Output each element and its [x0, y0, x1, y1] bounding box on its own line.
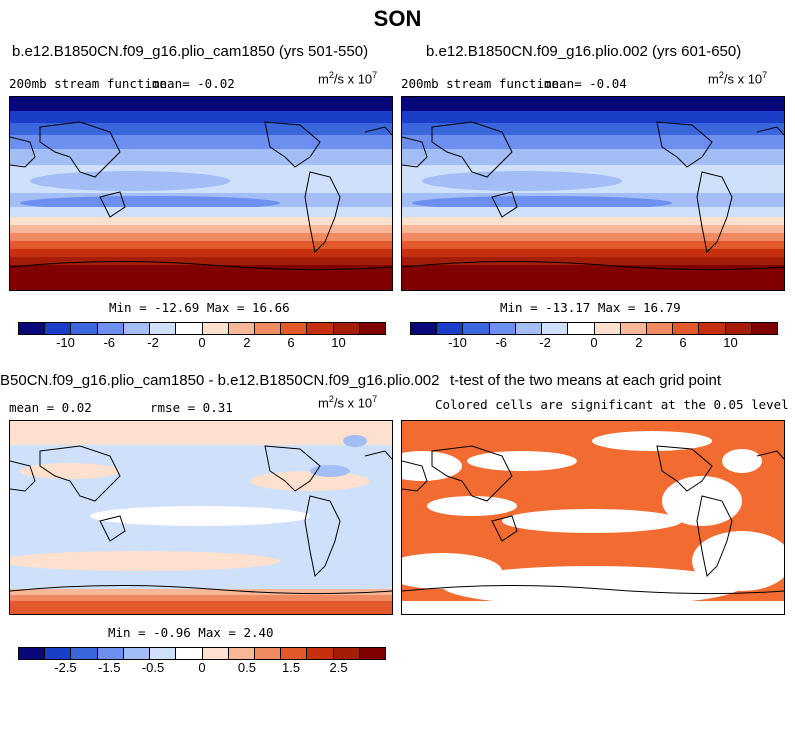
panel1-tick: -6 — [103, 335, 116, 350]
panel1-tick: 6 — [287, 335, 295, 350]
panel1-units: m2/s x 107 — [318, 70, 378, 87]
panel2-colorbar-ticks: -10 -6 -2 0 2 6 10 — [410, 335, 778, 351]
panel3-rmse-label: rmse = 0.31 — [150, 400, 233, 415]
panel2-tick: 6 — [679, 335, 687, 350]
colorbar-swatch — [673, 323, 700, 334]
panel1-colorbar-ticks: -10 -6 -2 0 2 6 10 — [18, 335, 386, 351]
colorbar-swatch — [202, 323, 229, 334]
colorbar-swatch — [437, 323, 464, 334]
panel2-tick: -2 — [539, 335, 551, 350]
panel1-min-max: Min = -12.69 Max = 16.66 — [109, 300, 290, 315]
panel4-map-canvas — [402, 421, 784, 614]
panel1-mean-label: mean= -0.02 — [152, 76, 235, 91]
colorbar-swatch — [202, 648, 229, 659]
colorbar-swatch — [359, 648, 386, 659]
panel2-tick: 2 — [635, 335, 643, 350]
panel2-mean-label: mean= -0.04 — [544, 76, 627, 91]
panel3-map-canvas — [10, 421, 392, 614]
colorbar-swatch — [228, 648, 255, 659]
panel3-tick: 2.5 — [329, 660, 348, 675]
panel1-tick: 10 — [331, 335, 346, 350]
main-title: SON — [373, 6, 422, 31]
colorbar-swatch — [359, 323, 386, 334]
panel2-tick: 0 — [590, 335, 598, 350]
colorbar-swatch — [411, 323, 438, 334]
panel3-tick: 1.5 — [282, 660, 301, 675]
colorbar-swatch — [333, 323, 360, 334]
panel2-map-canvas — [402, 97, 784, 290]
colorbar-swatch — [123, 648, 151, 659]
colorbar-swatch — [176, 648, 203, 659]
colorbar-swatch — [97, 648, 124, 659]
panel3-map — [9, 420, 393, 615]
panel1-title: b.e12.B1850CN.f09_g16.plio_cam1850 (yrs … — [12, 43, 369, 60]
panel1-tick: 2 — [243, 335, 251, 350]
colorbar-swatch — [568, 323, 595, 334]
colorbar-swatch — [542, 323, 569, 334]
panel1-tick: -2 — [147, 335, 159, 350]
colorbar-swatch — [620, 323, 647, 334]
panel3-title: B50CN.f09_g16.plio_cam1850 - b.e12.B1850… — [0, 372, 440, 389]
panel4-map — [401, 420, 785, 615]
colorbar-swatch — [281, 648, 308, 659]
panel2-field-label: 200mb stream function — [401, 76, 560, 91]
panel3-min-max: Min = -0.96 Max = 2.40 — [108, 625, 274, 640]
panel1-map — [9, 96, 393, 291]
colorbar-swatch — [307, 323, 334, 334]
colorbar-swatch — [489, 323, 516, 334]
panel3-tick: -2.5 — [54, 660, 77, 675]
colorbar-swatch — [19, 323, 46, 334]
panel2-colorbar — [410, 322, 778, 335]
colorbar-swatch — [646, 323, 674, 334]
colorbar-swatch — [176, 323, 203, 334]
panel2-map — [401, 96, 785, 291]
panel2-units: m2/s x 107 — [708, 70, 768, 87]
panel2-tick: 10 — [723, 335, 738, 350]
panel3-tick: 0.5 — [237, 660, 256, 675]
colorbar-swatch — [333, 648, 360, 659]
panel2-tick: -6 — [495, 335, 508, 350]
panel3-colorbar-ticks: -2.5 -1.5 -0.5 0 0.5 1.5 2.5 — [18, 660, 386, 676]
colorbar-swatch — [463, 323, 490, 334]
panel3-mean-label: mean = 0.02 — [9, 400, 92, 415]
colorbar-swatch — [19, 648, 46, 659]
colorbar-swatch — [254, 648, 282, 659]
panel3-tick: 0 — [198, 660, 206, 675]
panel2-min-max: Min = -13.17 Max = 16.79 — [500, 300, 681, 315]
panel1-tick: -10 — [56, 335, 75, 350]
colorbar-swatch — [97, 323, 124, 334]
colorbar-swatch — [699, 323, 726, 334]
colorbar-swatch — [307, 648, 334, 659]
colorbar-swatch — [515, 323, 543, 334]
colorbar-swatch — [71, 648, 98, 659]
colorbar-swatch — [150, 323, 177, 334]
panel3-tick: -1.5 — [98, 660, 121, 675]
colorbar-swatch — [228, 323, 255, 334]
panel3-colorbar — [18, 647, 386, 660]
colorbar-swatch — [150, 648, 177, 659]
panel1-colorbar — [18, 322, 386, 335]
colorbar-swatch — [725, 323, 752, 334]
colorbar-swatch — [254, 323, 282, 334]
panel2-title: b.e12.B1850CN.f09_g16.plio.002 (yrs 601-… — [426, 43, 742, 60]
panel1-map-canvas — [10, 97, 392, 290]
panel3-tick: -0.5 — [141, 660, 165, 675]
colorbar-swatch — [45, 648, 72, 659]
panel4-subtitle: Colored cells are significant at the 0.0… — [435, 397, 789, 412]
colorbar-swatch — [123, 323, 151, 334]
colorbar-swatch — [45, 323, 72, 334]
panel2-tick: -10 — [448, 335, 467, 350]
panel4-title: t-test of the two means at each grid poi… — [450, 372, 721, 389]
panel1-tick: 0 — [198, 335, 206, 350]
colorbar-swatch — [281, 323, 308, 334]
colorbar-swatch — [71, 323, 98, 334]
colorbar-swatch — [594, 323, 621, 334]
panel1-field-label: 200mb stream function — [9, 76, 168, 91]
panel3-units: m2/s x 107 — [318, 394, 378, 411]
colorbar-swatch — [751, 323, 778, 334]
